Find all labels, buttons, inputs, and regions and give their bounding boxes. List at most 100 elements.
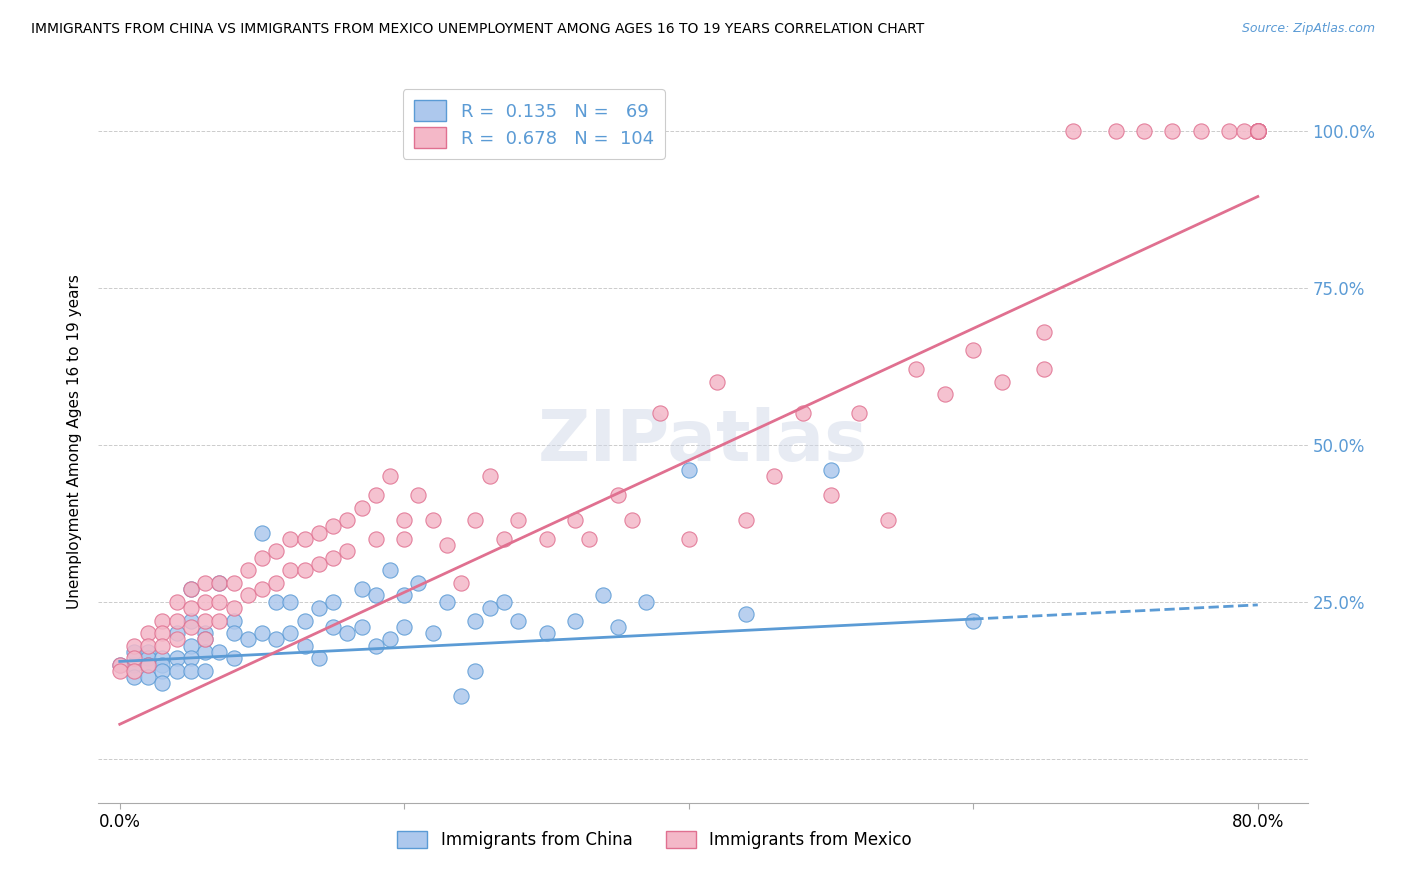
Point — [364, 639, 387, 653]
Point — [180, 582, 202, 597]
Point — [1247, 123, 1270, 137]
Point — [436, 538, 458, 552]
Point — [408, 488, 430, 502]
Point — [1247, 123, 1270, 137]
Point — [236, 589, 259, 603]
Point — [1062, 123, 1084, 137]
Y-axis label: Unemployment Among Ages 16 to 19 years: Unemployment Among Ages 16 to 19 years — [66, 274, 82, 609]
Point — [1247, 123, 1270, 137]
Point — [208, 575, 231, 590]
Point — [122, 639, 145, 653]
Point — [152, 676, 174, 690]
Point — [364, 488, 387, 502]
Point — [350, 582, 373, 597]
Point — [194, 664, 217, 678]
Point — [378, 469, 401, 483]
Point — [222, 601, 245, 615]
Point — [506, 614, 529, 628]
Point — [152, 639, 174, 653]
Point — [536, 532, 558, 546]
Point — [464, 664, 486, 678]
Text: ZIPatlas: ZIPatlas — [538, 407, 868, 476]
Point — [436, 595, 458, 609]
Point — [322, 620, 344, 634]
Point — [763, 469, 786, 483]
Point — [394, 589, 416, 603]
Point — [620, 513, 643, 527]
Text: IMMIGRANTS FROM CHINA VS IMMIGRANTS FROM MEXICO UNEMPLOYMENT AMONG AGES 16 TO 19: IMMIGRANTS FROM CHINA VS IMMIGRANTS FROM… — [31, 22, 924, 37]
Point — [1247, 123, 1270, 137]
Point — [250, 550, 273, 565]
Legend: Immigrants from China, Immigrants from Mexico: Immigrants from China, Immigrants from M… — [391, 824, 918, 856]
Point — [166, 664, 188, 678]
Point — [222, 575, 245, 590]
Point — [820, 463, 842, 477]
Point — [122, 657, 145, 672]
Point — [194, 632, 217, 647]
Point — [194, 595, 217, 609]
Point — [492, 595, 515, 609]
Point — [194, 632, 217, 647]
Point — [706, 375, 728, 389]
Point — [166, 632, 188, 647]
Point — [236, 563, 259, 577]
Point — [578, 532, 600, 546]
Point — [962, 614, 984, 628]
Point — [1247, 123, 1270, 137]
Point — [1247, 123, 1270, 137]
Point — [236, 632, 259, 647]
Point — [478, 469, 501, 483]
Point — [166, 626, 188, 640]
Point — [108, 657, 131, 672]
Point — [350, 620, 373, 634]
Point — [1247, 123, 1270, 137]
Point — [136, 651, 159, 665]
Point — [1104, 123, 1126, 137]
Point — [336, 626, 359, 640]
Point — [322, 519, 344, 533]
Point — [152, 651, 174, 665]
Point — [264, 544, 287, 558]
Point — [180, 582, 202, 597]
Point — [152, 657, 174, 672]
Point — [208, 614, 231, 628]
Point — [408, 575, 430, 590]
Point — [464, 513, 486, 527]
Point — [122, 645, 145, 659]
Point — [250, 582, 273, 597]
Point — [1247, 123, 1270, 137]
Point — [136, 645, 159, 659]
Point — [1247, 123, 1270, 137]
Point — [478, 601, 501, 615]
Point — [1218, 123, 1240, 137]
Point — [136, 670, 159, 684]
Point — [364, 532, 387, 546]
Point — [1247, 123, 1270, 137]
Point — [166, 595, 188, 609]
Point — [208, 595, 231, 609]
Point — [990, 375, 1012, 389]
Point — [564, 513, 586, 527]
Point — [280, 595, 302, 609]
Point — [122, 664, 145, 678]
Point — [1133, 123, 1156, 137]
Point — [1247, 123, 1270, 137]
Point — [592, 589, 614, 603]
Point — [166, 614, 188, 628]
Point — [222, 626, 245, 640]
Point — [136, 657, 159, 672]
Point — [450, 689, 472, 703]
Point — [336, 544, 359, 558]
Point — [1247, 123, 1270, 137]
Point — [136, 639, 159, 653]
Point — [180, 639, 202, 653]
Point — [308, 601, 330, 615]
Point — [422, 626, 444, 640]
Point — [166, 651, 188, 665]
Point — [194, 626, 217, 640]
Point — [734, 607, 756, 622]
Point — [1247, 123, 1270, 137]
Point — [194, 614, 217, 628]
Point — [1033, 325, 1056, 339]
Point — [1033, 362, 1056, 376]
